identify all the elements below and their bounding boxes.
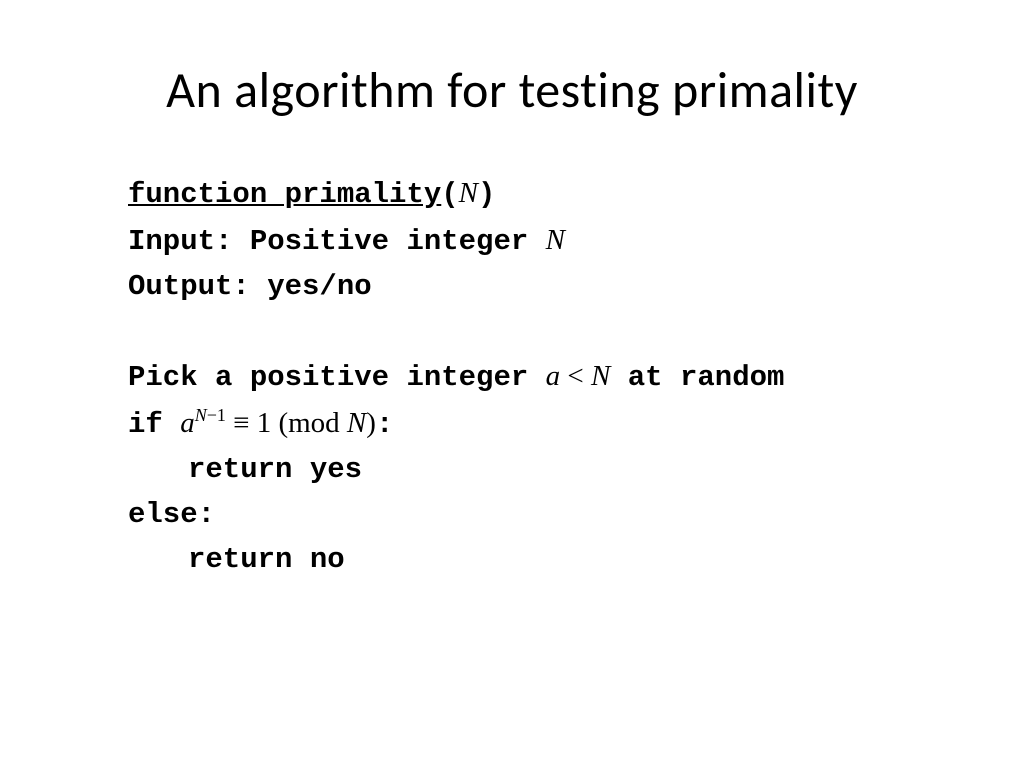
if-colon: : (376, 408, 393, 441)
pick-var-n: N (591, 360, 610, 392)
pick-line: Pick a positive integer a < N at random (128, 354, 952, 401)
return-no-line: return no (128, 538, 952, 583)
pick-prefix: Pick a positive integer (128, 361, 546, 394)
fermat-exp-var: N (195, 405, 207, 425)
pick-suffix: at random (610, 361, 784, 394)
fermat-exp-minus: −1 (207, 405, 226, 425)
if-line: if aN−1 ≡ 1 (mod N): (128, 401, 952, 448)
input-line: Input: Positive integer N (128, 218, 952, 265)
slide-title: An algorithm for testing primality (72, 60, 952, 121)
function-keyword: function primality (128, 178, 441, 211)
input-label: Input: Positive integer (128, 225, 546, 258)
if-keyword: if (128, 408, 180, 441)
blank-line (128, 310, 952, 354)
else-line: else: (128, 493, 952, 538)
pseudocode-block: function primality(N) Input: Positive in… (128, 171, 952, 583)
slide: An algorithm for testing primality funct… (0, 0, 1024, 768)
return-yes-line: return yes (128, 448, 952, 493)
pick-var-a: a (546, 360, 561, 392)
paren-close: ) (478, 178, 495, 211)
pick-lt: < (560, 360, 591, 392)
input-var: N (546, 224, 565, 256)
function-arg: N (459, 177, 478, 209)
function-signature-line: function primality(N) (128, 171, 952, 218)
fermat-mod: mod (288, 407, 347, 439)
fermat-base: a (180, 407, 195, 439)
output-line: Output: yes/no (128, 265, 952, 310)
fermat-equiv: ≡ 1 ( (226, 407, 288, 439)
fermat-close-paren: ) (366, 407, 376, 439)
fermat-modvar: N (347, 407, 366, 439)
paren-open: ( (441, 178, 458, 211)
